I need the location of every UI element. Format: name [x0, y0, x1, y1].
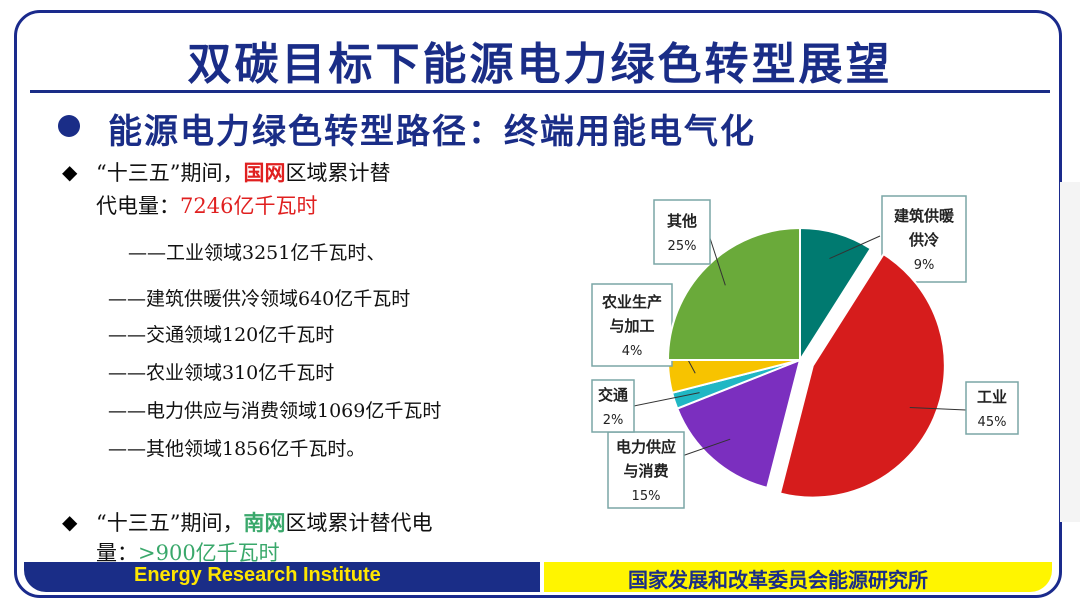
slice-category-label: 交通 — [598, 386, 628, 404]
slice-industry — [778, 252, 946, 499]
sub-item-industry: ——工业领域3251亿千瓦时、 — [128, 242, 386, 264]
side-decoration — [1060, 182, 1080, 522]
slice-percent-label: 15% — [632, 489, 661, 504]
footer-institute-bar: Energy Research Institute — [24, 562, 540, 592]
leader-line — [681, 438, 731, 457]
bullet1-line2: 代电量：7246亿千瓦时 — [96, 190, 317, 220]
callout-box — [965, 381, 1019, 435]
footer-org-bar: 国家发展和改革委员会能源研究所 — [544, 562, 1052, 592]
bullet-dot-icon — [58, 115, 80, 137]
sub-item-other: ——其他领域1856亿千瓦时。 — [108, 438, 366, 460]
bullet1-value: 7246亿千瓦时 — [180, 194, 318, 218]
bullet2-prefix: “十三五”期间， — [96, 511, 244, 535]
slice-percent-label: 25% — [668, 239, 697, 254]
title-divider — [30, 90, 1050, 93]
slice-category-label: 电力供应 — [616, 438, 676, 456]
leader-line — [633, 392, 700, 407]
slice-category-label: 供冷 — [908, 231, 939, 249]
callout-box — [591, 379, 635, 433]
sub-item-transport: ——交通领域120亿千瓦时 — [108, 324, 335, 346]
slice-category-label: 其他 — [667, 212, 697, 230]
footer-institute-name: Energy Research Institute — [134, 564, 381, 586]
leader-line — [909, 406, 967, 411]
slice-category-label: 工业 — [977, 388, 1007, 406]
slice-category-label: 与消费 — [623, 462, 668, 480]
bullet2-line2: 量：>900亿千瓦时 — [96, 537, 280, 567]
bullet1-prefix: “十三五”期间， — [96, 161, 244, 185]
slice-category-label: 与加工 — [609, 317, 654, 335]
callout-box — [607, 431, 685, 509]
slice-other — [666, 226, 801, 361]
diamond-bullet-icon: ◆ — [62, 510, 78, 534]
bullet1-line2-prefix: 代电量： — [96, 194, 180, 218]
diamond-bullet-icon: ◆ — [62, 160, 78, 184]
bullet2-value: >900亿千瓦时 — [138, 541, 280, 565]
bullet2-highlight: 南网 — [243, 510, 286, 535]
section-subtitle: 能源电力绿色转型路径：终端用能电气化 — [108, 112, 756, 152]
bullet2-line1: “十三五”期间，南网区域累计替代电 — [96, 507, 432, 537]
slice-percent-label: 45% — [978, 415, 1007, 430]
slice-power-supply-consumption — [675, 358, 802, 490]
bullet2-line2-prefix: 量： — [96, 541, 138, 565]
bullet2-suffix: 区域累计替代电 — [285, 511, 433, 535]
bullet1-line1: “十三五”期间，国网区域累计替 — [96, 157, 390, 187]
slice-category-label: 建筑供暖 — [894, 207, 955, 225]
sub-item-building: ——建筑供暖供冷领域640亿千瓦时 — [108, 288, 411, 310]
bullet1-suffix: 区域累计替 — [285, 161, 391, 185]
sub-item-power: ——电力供应与消费领域1069亿千瓦时 — [108, 400, 442, 422]
slice-percent-label: 2% — [603, 413, 624, 428]
slice-category-label: 农业生产 — [601, 293, 662, 311]
footer-org-name: 国家发展和改革委员会能源研究所 — [628, 568, 928, 592]
leader-line — [829, 235, 881, 260]
callout-box — [653, 199, 711, 265]
callout-box — [591, 283, 673, 367]
sub-item-agriculture: ——农业领域310亿千瓦时 — [108, 362, 335, 384]
leader-line — [707, 231, 726, 286]
slide-title: 双碳目标下能源电力绿色转型展望 — [187, 39, 893, 90]
slice-percent-label: 9% — [914, 258, 935, 273]
slice-percent-label: 4% — [622, 344, 643, 359]
bullet1-highlight: 国网 — [243, 160, 286, 185]
